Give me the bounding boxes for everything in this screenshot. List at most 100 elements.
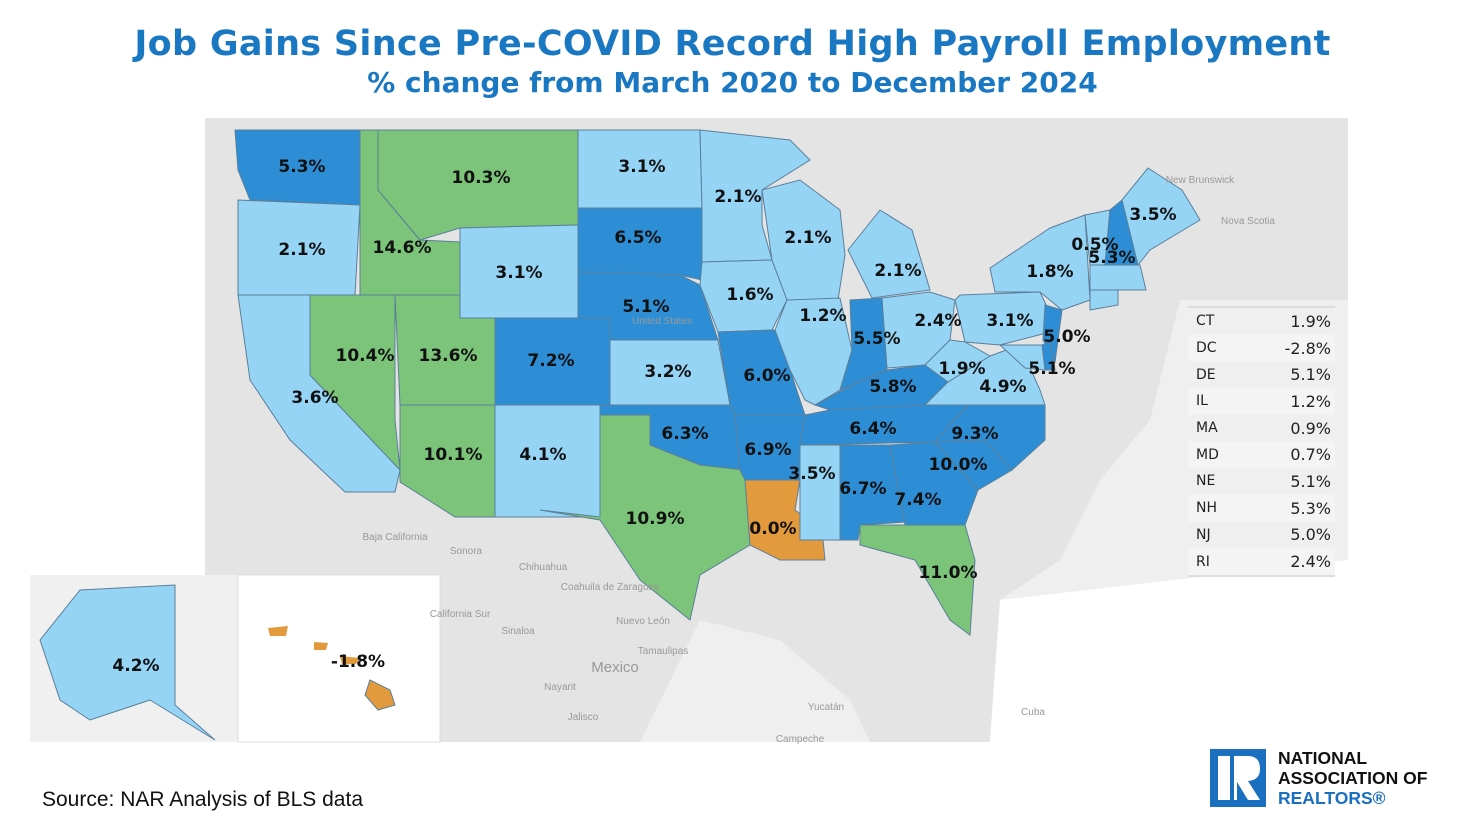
state-value-label-wy: 3.1% [495, 263, 542, 283]
page-title: Job Gains Since Pre-COVID Record High Pa… [134, 24, 1331, 64]
state-value-label-wv: 1.9% [938, 359, 985, 379]
state-value: 0.7% [1290, 445, 1331, 465]
state-value-label-pa: 3.1% [986, 311, 1033, 331]
table-row: DE 5.1% [1188, 361, 1335, 388]
state-value: -2.8% [1284, 338, 1331, 358]
state-sd [577, 207, 703, 281]
state-value-label-ut: 13.6% [419, 346, 478, 366]
state-code: NE [1196, 473, 1216, 490]
table-row: MD 0.7% [1188, 441, 1335, 469]
state-value-label-ca: 3.6% [291, 388, 338, 408]
state-mn [699, 129, 811, 263]
place-label: California Sur [430, 609, 491, 620]
table-row: MA 0.9% [1188, 415, 1335, 442]
state-md [998, 344, 1046, 371]
state-ga [889, 441, 979, 526]
table-row: NH 5.3% [1188, 494, 1335, 522]
state-code: MD [1196, 446, 1219, 463]
state-code: IL [1196, 393, 1208, 410]
state-ny [989, 214, 1091, 311]
state-ak [39, 584, 216, 741]
state-code: CT [1196, 313, 1215, 330]
state-value-label-nj: 5.0% [1043, 327, 1090, 347]
state-ma [1089, 264, 1147, 291]
state-value: 5.1% [1290, 471, 1331, 491]
state-value-label-ny: 1.8% [1026, 262, 1073, 282]
table-row: CT 1.9% [1188, 308, 1335, 335]
state-value-label-de: 5.1% [1028, 359, 1075, 379]
place-label: New Brunswick [1166, 175, 1235, 186]
state-value: 2.4% [1290, 552, 1331, 572]
state-value-label-tn: 6.4% [849, 419, 896, 439]
state-value-label-mi: 2.1% [874, 261, 921, 281]
hawaii-island-oahu [314, 642, 328, 650]
state-value-label-az: 10.1% [424, 445, 483, 465]
hawaii-island-kauai [268, 626, 288, 636]
state-value: 1.9% [1290, 311, 1331, 331]
state-value-label-nc: 9.3% [951, 424, 998, 444]
state-value-label-fl: 11.0% [919, 563, 978, 583]
state-value-label-id: 14.6% [373, 238, 432, 258]
state-value-label-vt: 0.5% [1071, 235, 1118, 255]
state-code: NH [1196, 500, 1217, 517]
state-value-label-nv: 10.4% [336, 346, 395, 366]
state-value-label-hi: -1.8% [331, 652, 385, 672]
place-label: Jalisco [568, 712, 599, 723]
realtor-r-logo-icon [1210, 749, 1266, 807]
state-ms [799, 444, 841, 541]
state-code: MA [1196, 420, 1218, 437]
state-value: 5.0% [1290, 525, 1331, 545]
state-value: 5.1% [1290, 365, 1331, 385]
state-value-label-ga: 7.4% [894, 490, 941, 510]
state-value-label-mo: 6.0% [743, 366, 790, 386]
state-value-label-nh: 5.3% [1088, 248, 1135, 268]
state-value-label-oh: 2.4% [914, 311, 961, 331]
state-mi [847, 209, 931, 299]
state-value-label-ok: 6.3% [661, 424, 708, 444]
place-label: Mexico [591, 659, 639, 676]
state-value-label-ky: 5.8% [869, 377, 916, 397]
state-az [399, 404, 496, 518]
state-value-label-sd: 6.5% [614, 228, 661, 248]
state-value-label-ak: 4.2% [112, 656, 159, 676]
state-value-label-ms: 3.5% [788, 464, 835, 484]
place-label: Sinaloa [501, 626, 535, 637]
state-value-label-sc: 10.0% [929, 455, 988, 475]
place-label: Coahuila de Zaragoza [561, 582, 660, 593]
state-value: 0.9% [1290, 418, 1331, 438]
state-wi [761, 179, 846, 301]
hawaii-inset [237, 574, 441, 743]
state-value-label-in: 5.5% [853, 329, 900, 349]
place-label: Campeche [776, 734, 825, 745]
table-row: NJ 5.0% [1188, 522, 1335, 549]
state-code: RI [1196, 553, 1210, 570]
place-label: Nayarit [544, 682, 576, 693]
place-label: Nuevo León [616, 616, 670, 627]
place-label: Sonora [450, 546, 483, 557]
place-label: United States [632, 316, 692, 327]
state-value-label-me: 3.5% [1129, 205, 1176, 225]
hawaii-island-maui [340, 656, 360, 664]
ocean [990, 560, 1348, 742]
state-value-label-co: 7.2% [527, 351, 574, 371]
small-states-table: CT 1.9% DC -2.8% DE 5.1% IL 1.2% MA 0.9% MD 0.… [1188, 306, 1335, 577]
table-row: RI 2.4% [1188, 548, 1335, 575]
page-subtitle: % change from March 2020 to December 202… [367, 66, 1098, 99]
state-code: NJ [1196, 526, 1211, 543]
state-value-label-il: 1.2% [799, 306, 846, 326]
state-value-label-ia: 1.6% [726, 285, 773, 305]
logo-line3: REALTORS® [1278, 788, 1386, 808]
nar-logo: NATIONAL ASSOCIATION OF REALTORS® [1210, 748, 1427, 808]
state-value-label-ar: 6.9% [744, 440, 791, 460]
source-note: Source: NAR Analysis of BLS data [42, 788, 363, 811]
logo-line2: ASSOCIATION OF [1278, 768, 1428, 788]
place-label: Tamaulipas [638, 646, 689, 657]
state-wv [924, 339, 991, 383]
state-value-label-nm: 4.1% [519, 445, 566, 465]
place-label: Yucatán [808, 702, 844, 713]
table-row: DC -2.8% [1188, 334, 1335, 362]
state-ct [1089, 289, 1119, 311]
state-value-label-nd: 3.1% [618, 157, 665, 177]
table-row: IL 1.2% [1188, 388, 1335, 415]
